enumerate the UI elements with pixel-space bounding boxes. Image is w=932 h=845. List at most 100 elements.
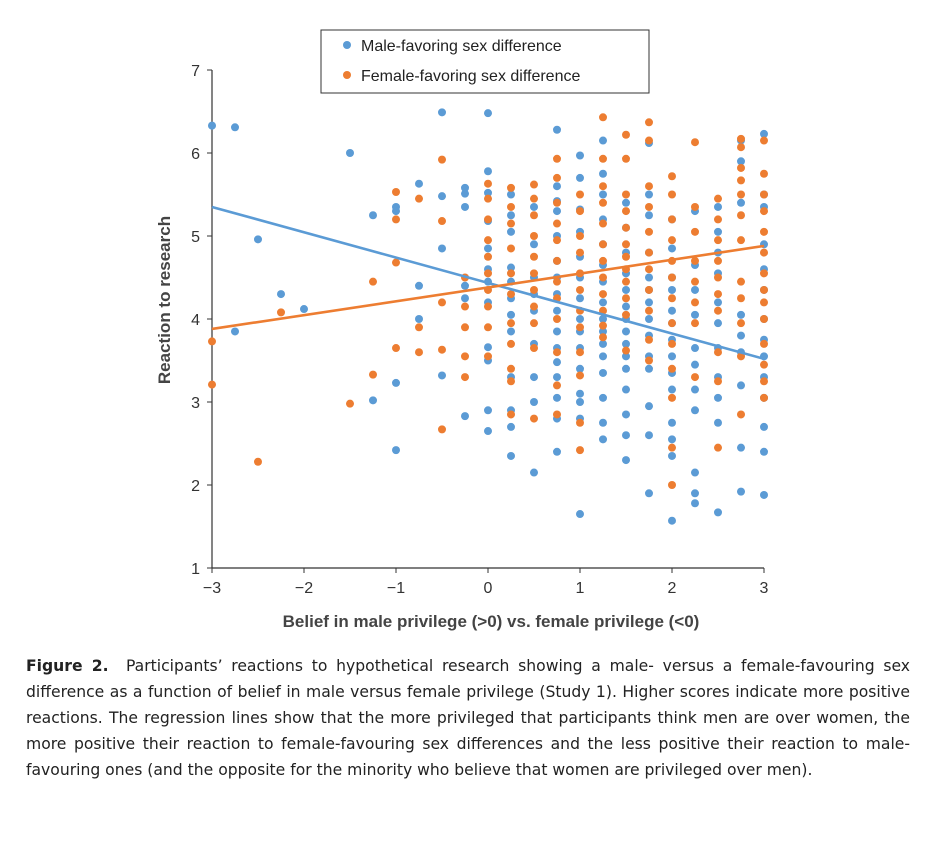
female-favoring-point xyxy=(254,457,262,466)
legend-marker-male-favoring xyxy=(343,41,351,49)
female-favoring-point xyxy=(438,155,446,164)
y-tick-label: 5 xyxy=(191,229,200,246)
male-favoring-point xyxy=(622,456,630,465)
female-favoring-point xyxy=(530,302,538,311)
female-favoring-point xyxy=(461,302,469,311)
male-favoring-point xyxy=(714,227,722,236)
male-favoring-point xyxy=(530,240,538,249)
female-favoring-point xyxy=(553,381,561,390)
female-favoring-point xyxy=(622,252,630,261)
male-favoring-point xyxy=(599,169,607,178)
female-favoring-point xyxy=(530,252,538,261)
male-favoring-point xyxy=(507,451,515,460)
female-favoring-point xyxy=(507,219,515,228)
female-favoring-point xyxy=(760,360,768,369)
female-favoring-point xyxy=(599,290,607,299)
male-favoring-point xyxy=(576,389,584,398)
female-favoring-point xyxy=(277,308,285,317)
female-favoring-point xyxy=(507,319,515,328)
female-favoring-point xyxy=(668,339,676,348)
female-favoring-point xyxy=(737,190,745,199)
female-favoring-point xyxy=(507,364,515,373)
male-favoring-point xyxy=(760,447,768,456)
female-favoring-point xyxy=(576,248,584,257)
male-favoring-point xyxy=(461,183,469,192)
male-favoring-point xyxy=(553,182,561,191)
female-favoring-point xyxy=(208,337,216,346)
female-favoring-point xyxy=(530,344,538,353)
male-favoring-point xyxy=(507,190,515,199)
male-favoring-point xyxy=(691,360,699,369)
male-favoring-point xyxy=(645,364,653,373)
male-favoring-point xyxy=(599,315,607,323)
male-favoring-point xyxy=(507,310,515,319)
female-favoring-point xyxy=(392,258,400,267)
male-favoring-point xyxy=(392,446,400,455)
male-favoring-point xyxy=(622,431,630,440)
male-favoring-point xyxy=(277,290,285,299)
female-favoring-trendline xyxy=(211,244,765,331)
female-favoring-point xyxy=(507,339,515,348)
male-favoring-point xyxy=(461,189,469,198)
male-favoring-point xyxy=(576,510,584,519)
male-favoring-point xyxy=(737,310,745,319)
female-favoring-point xyxy=(484,352,492,361)
male-favoring-point xyxy=(254,235,262,244)
figure-caption-text: Participants’ reactions to hypothetical … xyxy=(26,657,911,779)
male-favoring-point xyxy=(553,125,561,134)
female-favoring-point xyxy=(415,348,423,357)
male-favoring-point xyxy=(484,343,492,352)
figure-label: Figure 2. xyxy=(26,657,109,675)
female-favoring-point xyxy=(599,182,607,191)
female-favoring-point xyxy=(714,273,722,282)
female-favoring-point xyxy=(737,176,745,185)
male-favoring-point xyxy=(622,302,630,311)
scatter-chart: −3 −2 −1 0 1 2 3 1 2 3 4 5 6 7 Belief in male privile… xyxy=(155,29,769,631)
y-axis-title: Reaction to research xyxy=(155,216,174,384)
male-favoring-point xyxy=(691,310,699,319)
female-favoring-point xyxy=(530,180,538,189)
male-favoring-point xyxy=(576,294,584,303)
female-favoring-point xyxy=(484,302,492,311)
female-favoring-point xyxy=(530,269,538,278)
male-favoring-point xyxy=(346,149,354,157)
male-favoring-point xyxy=(415,315,423,323)
female-favoring-point xyxy=(668,319,676,328)
male-favoring-point xyxy=(599,339,607,348)
male-favoring-point xyxy=(484,167,492,176)
female-favoring-point xyxy=(668,236,676,245)
female-favoring-point xyxy=(576,190,584,199)
female-favoring-point xyxy=(576,348,584,357)
female-favoring-point xyxy=(553,348,561,357)
female-favoring-point xyxy=(714,194,722,203)
male-favoring-point xyxy=(392,378,400,387)
male-favoring-point xyxy=(530,373,538,382)
male-favoring-point xyxy=(599,327,607,336)
female-favoring-point xyxy=(760,169,768,178)
female-favoring-point xyxy=(369,277,377,286)
female-favoring-point xyxy=(599,113,607,122)
male-favoring-point xyxy=(622,364,630,373)
female-favoring-point xyxy=(645,265,653,274)
male-favoring-point xyxy=(714,393,722,402)
female-favoring-point xyxy=(737,319,745,328)
male-favoring-point xyxy=(530,202,538,211)
female-favoring-point xyxy=(576,418,584,427)
female-favoring-point xyxy=(576,232,584,240)
female-favoring-point xyxy=(645,202,653,211)
female-favoring-point xyxy=(576,285,584,294)
male-favoring-point xyxy=(369,211,377,220)
male-favoring-point xyxy=(438,371,446,380)
female-favoring-point xyxy=(507,410,515,419)
female-favoring-point xyxy=(530,211,538,220)
legend-marker-female-favoring xyxy=(343,71,351,79)
female-favoring-point xyxy=(622,240,630,249)
female-favoring-point xyxy=(622,346,630,355)
female-favoring-point xyxy=(461,352,469,361)
y-tick-label: 6 xyxy=(191,146,200,163)
female-favoring-point xyxy=(553,277,561,286)
x-tick-label: −2 xyxy=(295,580,313,597)
trendlines xyxy=(211,205,765,361)
male-favoring-point xyxy=(484,406,492,415)
female-favoring-point xyxy=(691,319,699,328)
